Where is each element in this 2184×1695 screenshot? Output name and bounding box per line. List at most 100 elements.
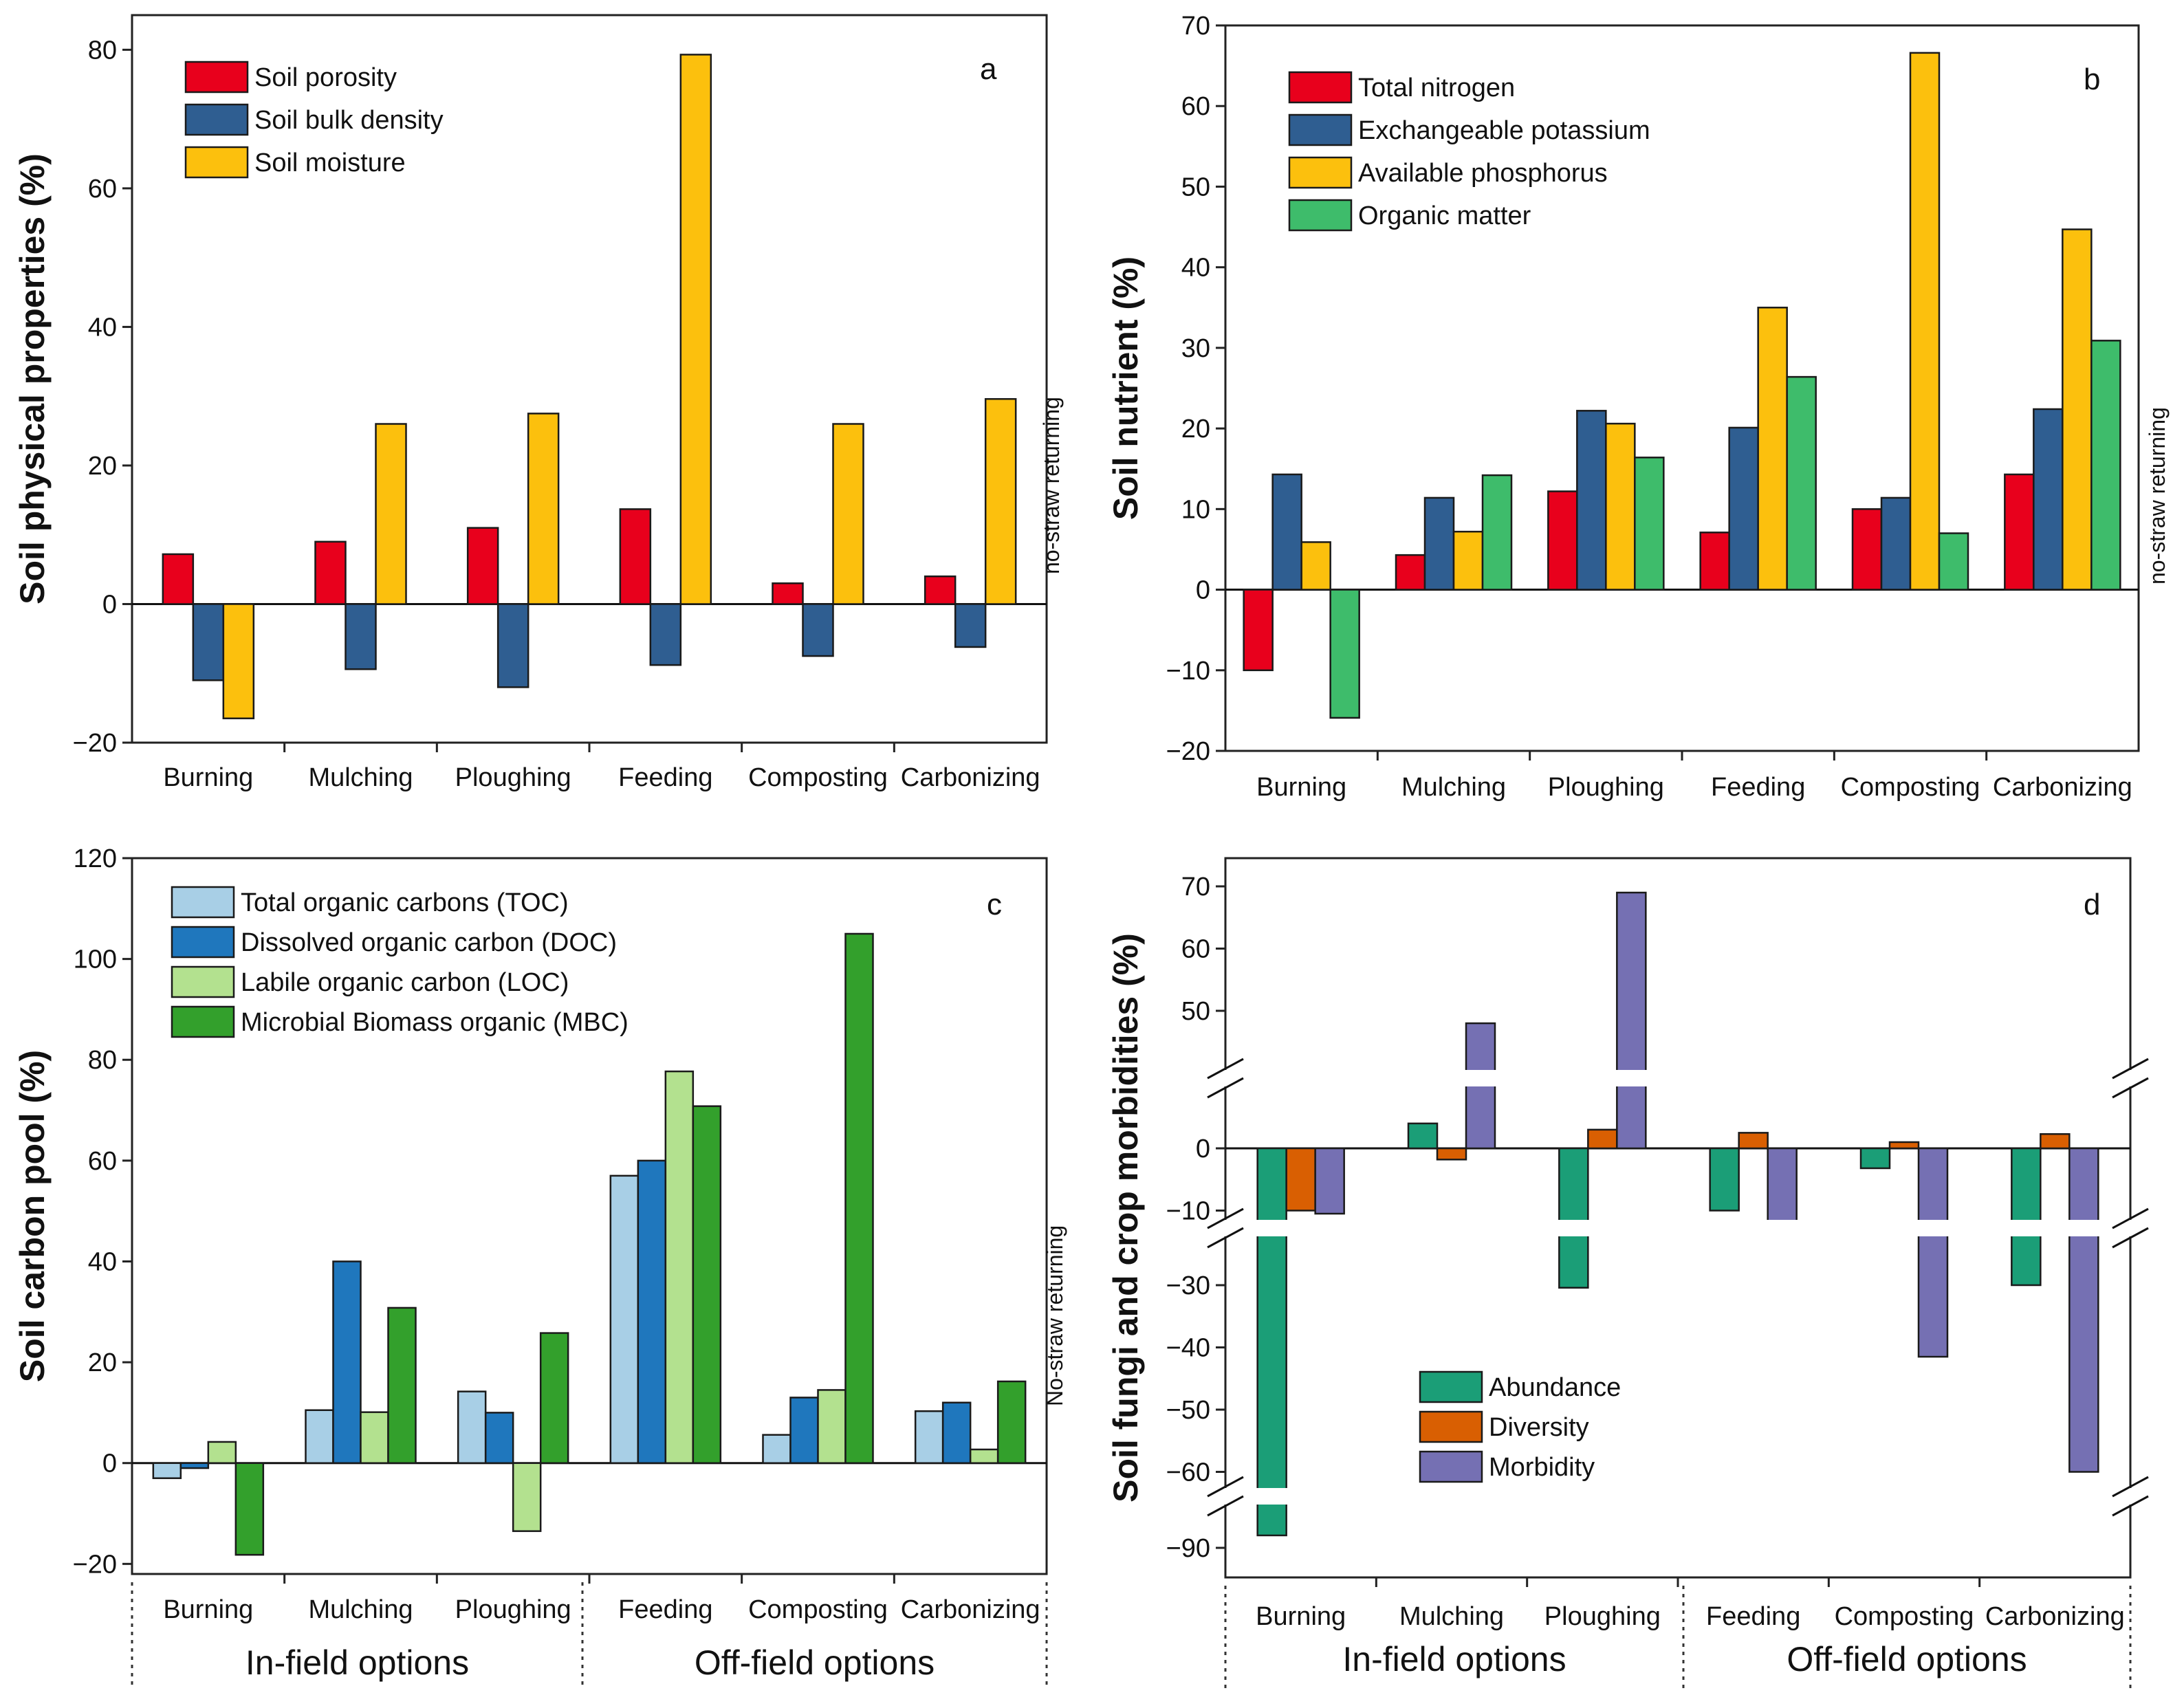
y-tick-label: −50 [1166,1396,1210,1425]
y-tick-label: 60 [88,175,117,204]
axis-break-mark [2112,1077,2149,1099]
legend-label: Soil porosity [254,63,397,92]
y-tick-label: 80 [88,1046,117,1075]
axis-break-mark [2112,1207,2149,1229]
bar-total-nitrogen [1547,490,1578,591]
x-category-label: Feeding [618,763,712,792]
bar-soil-bulk-density [649,603,682,666]
bar-exchangeable-potassium [1423,496,1455,591]
bar-diversity [1436,1147,1467,1161]
bar-soil-porosity [162,553,195,605]
panel-letter: a [980,52,997,86]
x-category-label: Carbonizing [1985,1602,2125,1631]
legend-swatch [1288,156,1353,189]
bar-abundance [1558,1147,1589,1289]
bar-diversity [1587,1128,1618,1150]
axis-break-mark [2112,1495,2149,1517]
bar-morbidity [2068,1147,2099,1473]
bar-soil-moisture [527,413,560,605]
bar-available-phosphorus [1909,52,1941,591]
y-tick-label: 40 [88,313,117,342]
y-tick-label: 20 [88,452,117,481]
y-tick-label: 40 [1181,254,1210,283]
legend-swatch [1419,1410,1483,1443]
x-category-label: Burning [1256,1602,1346,1631]
bar-microbial-biomass-organic-mbc [539,1332,569,1464]
y-tick-label: 40 [88,1247,117,1276]
bar-total-nitrogen [2004,473,2035,591]
bar-diversity [1285,1147,1316,1212]
legend-label: Dissolved organic carbon (DOC) [241,928,617,957]
bar-organic-matter [1786,375,1817,591]
y-axis-label: Soil fungi and crop morbidities (%) [1106,933,1145,1502]
x-category-label: Composting [1835,1602,1974,1631]
y-tick-label: 0 [102,590,117,619]
y-axis-label: Soil carbon pool (%) [13,1050,52,1382]
y-tick-label: 30 [1181,334,1210,363]
bar-total-organic-carbons-toc [457,1390,487,1464]
x-category-label: Burning [163,763,253,792]
y-tick-label: −20 [73,729,117,758]
bar-organic-matter [1481,474,1513,591]
x-category-label: Ploughing [1544,1602,1661,1631]
bar-microbial-biomass-organic-mbc [996,1380,1027,1464]
bar-exchangeable-potassium [1728,426,1759,591]
y-tick-label: 50 [1181,997,1210,1026]
x-category-label: Composting [748,1595,888,1624]
legend-swatch [1419,1450,1483,1483]
bar-available-phosphorus [1605,422,1636,591]
bar-total-organic-carbons-toc [152,1462,182,1479]
legend-swatch [171,1005,235,1038]
bar-microbial-biomass-organic-mbc [387,1306,417,1464]
legend-swatch [1288,199,1353,232]
bar-soil-porosity [314,540,347,605]
bar-labile-organic-carbon-loc [360,1411,389,1464]
y-axis-label: Soil nutrient (%) [1106,256,1145,520]
x-category-label: Feeding [1711,773,1805,802]
legend-swatch [171,926,235,959]
axis-break-mark [2112,1476,2149,1498]
legend-swatch [184,146,249,179]
bar-soil-bulk-density [345,603,377,670]
legend-swatch [1419,1370,1483,1403]
y-tick-label: −30 [1166,1271,1210,1300]
y-tick-label: 60 [88,1147,117,1176]
y-axis-label: Soil physical properties (%) [13,153,52,604]
axis-break-mark [1207,1207,1244,1229]
legend-label: Morbidity [1489,1453,1595,1482]
panel-letter: b [2084,63,2100,96]
bar-soil-porosity [772,582,804,605]
bar-diversity [1738,1132,1769,1150]
bar-available-phosphorus [1452,530,1484,591]
y-tick-label: 20 [88,1348,117,1377]
bar-total-nitrogen [1395,554,1426,591]
y-tick-label: −60 [1166,1458,1210,1487]
y-tick-label: 50 [1181,173,1210,201]
bar-morbidity [1314,1147,1345,1215]
y-tick-label: −90 [1166,1534,1210,1563]
legend-label: Labile organic carbon (LOC) [241,968,569,997]
x-category-label: Feeding [1706,1602,1800,1631]
axis-break-mark [1207,1476,1244,1498]
bar-labile-organic-carbon-loc [664,1070,695,1464]
y-tick-label: 60 [1181,92,1210,121]
y-tick-label: 60 [1181,935,1210,964]
bar-exchangeable-potassium [1880,496,1912,591]
plot-frame [131,857,1048,1575]
bar-available-phosphorus [2062,228,2093,591]
y-tick-label: −20 [1166,737,1210,766]
bar-soil-bulk-density [496,603,529,688]
bar-total-organic-carbons-toc [762,1434,791,1464]
y-tick-label: 0 [102,1450,117,1478]
x-category-label: Composting [748,763,888,792]
y-tick-label: 10 [1181,495,1210,524]
bar-soil-moisture [984,397,1017,605]
bar-soil-moisture [679,54,712,605]
legend-label: Soil moisture [254,149,406,177]
bar-organic-matter [1938,532,1969,591]
bar-labile-organic-carbon-loc [512,1462,542,1532]
legend-label: Microbial Biomass organic (MBC) [241,1008,629,1037]
legend-swatch [1288,113,1353,146]
x-category-label: Carbonizing [1993,773,2132,802]
x-category-label: Ploughing [1548,773,1664,802]
